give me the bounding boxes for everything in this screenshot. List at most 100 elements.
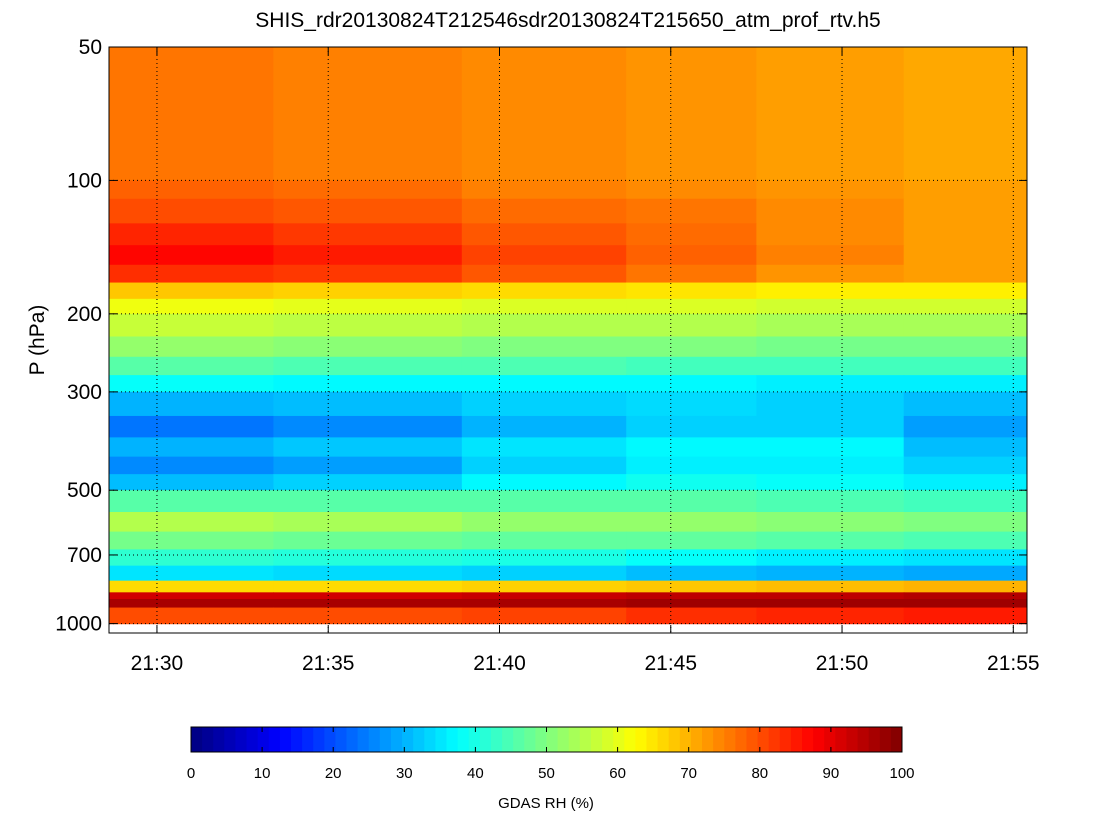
heatmap-cell xyxy=(626,198,757,224)
heatmap-cell xyxy=(273,180,463,200)
heatmap-cell xyxy=(273,512,463,533)
y-tick-label: 200 xyxy=(67,303,102,326)
colorbar-swatch xyxy=(246,727,259,752)
colorbar-swatch xyxy=(513,727,525,752)
heatmap-cell xyxy=(109,437,275,458)
colorbar-swatch xyxy=(646,727,659,752)
colorbar-swatch xyxy=(713,727,725,752)
heatmap-cell xyxy=(273,245,463,266)
heatmap-cell xyxy=(756,356,905,376)
heatmap-cell xyxy=(756,580,905,593)
heatmap-cell xyxy=(626,531,757,550)
colorbar-swatch xyxy=(402,727,414,752)
heatmap-cell xyxy=(109,580,275,593)
heatmap-cell xyxy=(273,565,463,582)
colorbar-swatch xyxy=(191,727,203,752)
heatmap-cell xyxy=(461,375,627,393)
heatmap-cell xyxy=(756,615,905,625)
heatmap-cell xyxy=(461,245,627,266)
colorbar-swatch xyxy=(468,727,481,752)
heatmap-cell xyxy=(756,298,905,315)
heatmap-cell xyxy=(461,580,627,593)
colorbar-tick-label: 0 xyxy=(187,765,195,782)
heatmap-cell xyxy=(109,615,275,625)
colorbar-swatch xyxy=(502,727,514,752)
heatmap-cell xyxy=(626,615,757,625)
heatmap-cell xyxy=(903,490,1027,513)
colorbar-swatch xyxy=(746,727,759,752)
colorbar-swatch xyxy=(490,727,503,752)
heatmap-cell xyxy=(461,180,627,200)
heatmap-cell xyxy=(626,282,757,300)
colorbar-swatch xyxy=(802,727,814,752)
x-tick-label: 21:50 xyxy=(816,652,869,675)
colorbar-tick-label: 50 xyxy=(538,765,555,782)
x-tick-label: 21:40 xyxy=(473,652,526,675)
heatmap-cell xyxy=(109,223,275,246)
heatmap-cell xyxy=(903,282,1027,300)
heatmap-cell xyxy=(626,565,757,582)
x-tick-label: 21:30 xyxy=(131,652,184,675)
heatmap-cell xyxy=(273,415,463,438)
heatmap-cell xyxy=(626,245,757,266)
heatmap-cell xyxy=(273,437,463,458)
heatmap-cell xyxy=(626,336,757,358)
heatmap-cell xyxy=(756,437,905,458)
heatmap-cell xyxy=(109,415,275,438)
colorbar-swatch xyxy=(724,727,736,752)
heatmap-cell xyxy=(273,336,463,358)
colorbar-swatch xyxy=(846,727,859,752)
heatmap-cell xyxy=(273,313,463,338)
colorbar-swatch xyxy=(679,727,692,752)
y-tick-label: 50 xyxy=(79,36,102,59)
colorbar-swatch xyxy=(213,727,225,752)
heatmap-cell xyxy=(273,607,463,617)
x-axis: 21:30 21:35 21:40 21:45 21:50 21:55 xyxy=(131,47,1040,675)
heatmap-cell xyxy=(626,474,757,491)
colorbar-swatch xyxy=(224,727,236,752)
colorbar-swatch xyxy=(202,727,214,752)
heatmap-cell xyxy=(273,474,463,491)
colorbar-swatch xyxy=(413,727,425,752)
colorbar-swatch xyxy=(346,727,359,752)
heatmap-cell xyxy=(756,607,905,617)
heatmap-cell xyxy=(109,607,275,617)
y-tick-label: 100 xyxy=(67,169,102,192)
heatmap-cell xyxy=(903,313,1027,338)
heatmap-cell xyxy=(626,580,757,593)
heatmap-cell xyxy=(461,298,627,315)
heatmap-cell xyxy=(109,456,275,475)
heatmap-cell xyxy=(273,298,463,315)
heatmap-cell xyxy=(109,245,275,266)
plot-frame xyxy=(108,46,1028,634)
heatmap-cell xyxy=(903,565,1027,582)
heatmap-cell xyxy=(626,375,757,393)
y-tick-label: 700 xyxy=(67,544,102,567)
y-axis-label: P (hPa) xyxy=(26,305,49,376)
heatmap-cell xyxy=(461,512,627,533)
colorbar-swatch xyxy=(357,727,370,752)
colorbar-swatch xyxy=(602,727,614,752)
colorbar-swatch xyxy=(668,727,681,752)
colorbar-swatch xyxy=(424,727,436,752)
heatmap-cell xyxy=(756,549,905,567)
heatmap-cell xyxy=(626,298,757,315)
heatmap-cell xyxy=(273,456,463,475)
heatmap-cell xyxy=(626,592,757,600)
heatmap-cell xyxy=(109,391,275,417)
heatmap-cell xyxy=(109,375,275,393)
colorbar-ticks: 0 10 20 30 40 50 60 70 80 90 100 xyxy=(187,727,915,782)
colorbar-swatch xyxy=(324,727,336,752)
heatmap-cell xyxy=(756,336,905,358)
heatmap-cell xyxy=(626,313,757,338)
colorbar-swatch xyxy=(702,727,714,752)
colorbar-swatch xyxy=(290,727,303,752)
heatmap-cell xyxy=(109,490,275,513)
x-tick-label: 21:45 xyxy=(644,652,697,675)
heatmap-cell xyxy=(461,223,627,246)
colorbar xyxy=(191,727,903,752)
colorbar-tick-label: 10 xyxy=(254,765,271,782)
colorbar-swatch xyxy=(335,727,348,752)
heatmap-cell xyxy=(273,580,463,593)
